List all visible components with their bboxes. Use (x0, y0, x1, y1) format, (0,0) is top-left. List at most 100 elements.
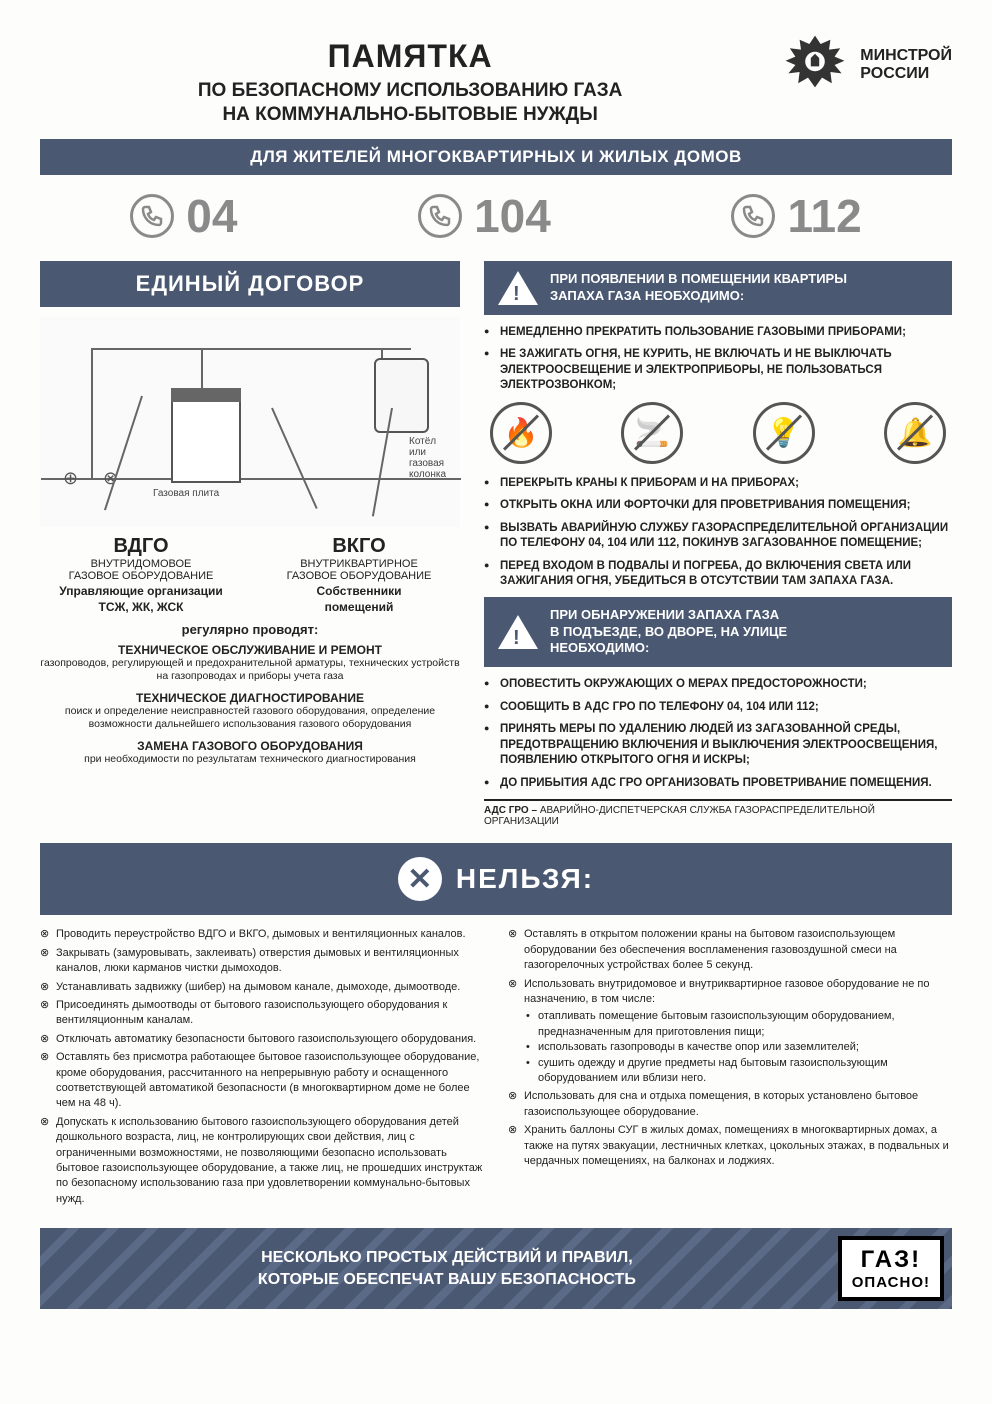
vkgo-owner1: Собственники (258, 584, 460, 598)
service-desc: при необходимости по результатам техниче… (40, 753, 460, 766)
ads-gro-footnote: АДС ГРО – АВАРИЙНО-ДИСПЕТЧЕРСКАЯ СЛУЖБА … (484, 799, 952, 827)
footnote-term: АДС ГРО – (484, 805, 537, 816)
service-title: ЗАМЕНА ГАЗОВОГО ОБОРУДОВАНИЯ (40, 739, 460, 753)
service-block: ТЕХНИЧЕСКОЕ ДИАГНОСТИРОВАНИЕпоиск и опре… (40, 691, 460, 731)
stove-icon (171, 388, 241, 483)
service-block: ЗАМЕНА ГАЗОВОГО ОБОРУДОВАНИЯпри необходи… (40, 739, 460, 766)
service-title: ТЕХНИЧЕСКОЕ ДИАГНОСТИРОВАНИЕ (40, 691, 460, 705)
footer-text: НЕСКОЛЬКО ПРОСТЫХ ДЕЙСТВИЙ И ПРАВИЛ, КОТ… (64, 1231, 830, 1306)
smell-apt-before-list: НЕМЕДЛЕННО ПРЕКРАТИТЬ ПОЛЬЗОВАНИЕ ГАЗОВЫ… (484, 325, 952, 394)
phone-0: 04 (130, 189, 237, 243)
phone-num-2: 112 (787, 189, 861, 243)
service-block: ТЕХНИЧЕСКОЕ ОБСЛУЖИВАНИЕ И РЕМОНТгазопро… (40, 643, 460, 683)
smell-outside-list: ОПОВЕСТИТЬ ОКРУЖАЮЩИХ О МЕРАХ ПРЕДОСТОРО… (484, 677, 952, 791)
forbidden-subitem: отапливать помещение бытовым газоиспольз… (524, 1009, 952, 1040)
phone-num-1: 104 (474, 189, 551, 243)
forbidden-right-col: Оставлять в открытом положении краны на … (508, 927, 952, 1210)
forbidden-banner: ✕ НЕЛЬЗЯ: (40, 843, 952, 915)
col-left: ЕДИНЫЙ ДОГОВОР ⊕ ⊗ Газовая плита Котёл и… (40, 261, 460, 828)
footer-bar: НЕСКОЛЬКО ПРОСТЫХ ДЕЙСТВИЙ И ПРАВИЛ, КОТ… (40, 1228, 952, 1309)
bullet-item: ВЫЗВАТЬ АВАРИЙНУЮ СЛУЖБУ ГАЗОРАСПРЕДЕЛИТ… (484, 521, 952, 552)
phone-icon (130, 194, 174, 238)
vkgo-abbr: ВКГО (258, 535, 460, 558)
header: ПАМЯТКА ПО БЕЗОПАСНОМУ ИСПОЛЬЗОВАНИЮ ГАЗ… (40, 30, 952, 127)
warning-triangle-icon (498, 615, 538, 649)
regularly-label: регулярно проводят: (40, 622, 460, 637)
forbidden-item: Хранить баллоны СУГ в жилых домах, помещ… (508, 1123, 952, 1169)
forbidden-left-list: Проводить переустройство ВДГО и ВКГО, ды… (40, 927, 484, 1207)
forbidden-item: Проводить переустройство ВДГО и ВКГО, ды… (40, 927, 484, 942)
service-desc: поиск и определение неисправностей газов… (40, 705, 460, 731)
footer-line2: КОТОРЫЕ ОБЕСПЕЧАТ ВАШУ БЕЗОПАСНОСТЬ (258, 1271, 636, 1288)
vdgo-full2: ГАЗОВОЕ ОБОРУДОВАНИЕ (40, 570, 242, 582)
service-desc: газопроводов, регулирующей и предохранит… (40, 657, 460, 683)
forbidden-item: Оставлять в открытом положении краны на … (508, 927, 952, 973)
footnote-def: АВАРИЙНО-ДИСПЕТЧЕРСКАЯ СЛУЖБА ГАЗОРАСПРЕ… (484, 805, 875, 827)
subtitle-line2: НА КОММУНАЛЬНО-БЫТОВЫЕ НУЖДЫ (222, 104, 597, 125)
service-title: ТЕХНИЧЕСКОЕ ОБСЛУЖИВАНИЕ И РЕМОНТ (40, 643, 460, 657)
smell-apt-line1: ПРИ ПОЯВЛЕНИИ В ПОМЕЩЕНИИ КВАРТИРЫ (550, 271, 847, 286)
forbidden-item: Закрывать (замуровывать, заклеивать) отв… (40, 946, 484, 977)
smell-out-line2: В ПОДЪЕЗДЕ, ВО ДВОРЕ, НА УЛИЦЕ (550, 624, 787, 639)
boiler-label: Котёл или газовая колонка (409, 436, 459, 480)
bullet-item: ПЕРЕКРЫТЬ КРАНЫ К ПРИБОРАМ И НА ПРИБОРАХ… (484, 476, 952, 492)
title-block: ПАМЯТКА ПО БЕЗОПАСНОМУ ИСПОЛЬЗОВАНИЮ ГАЗ… (40, 30, 780, 127)
col-right: ПРИ ПОЯВЛЕНИИ В ПОМЕЩЕНИИ КВАРТИРЫ ЗАПАХ… (484, 261, 952, 828)
smell-apt-after-list: ПЕРЕКРЫТЬ КРАНЫ К ПРИБОРАМ И НА ПРИБОРАХ… (484, 476, 952, 590)
contract-title: ЕДИНЫЙ ДОГОВОР (40, 261, 460, 307)
org-line1: МИНСТРОЙ (860, 47, 952, 65)
emblem-block: МИНСТРОЙ РОССИИ (780, 30, 952, 100)
bullet-item: ОТКРЫТЬ ОКНА ИЛИ ФОРТОЧКИ ДЛЯ ПРОВЕТРИВА… (484, 498, 952, 514)
no-bell-icon: 🔔 (884, 402, 946, 464)
bullet-item: ОПОВЕСТИТЬ ОКРУЖАЮЩИХ О МЕРАХ ПРЕДОСТОРО… (484, 677, 952, 693)
smell-outside-heading: ПРИ ОБНАРУЖЕНИИ ЗАПАХА ГАЗА В ПОДЪЕЗДЕ, … (484, 597, 952, 668)
org-line2: РОССИИ (860, 65, 952, 83)
boiler-icon (374, 358, 429, 433)
page: ПАМЯТКА ПО БЕЗОПАСНОМУ ИСПОЛЬЗОВАНИЮ ГАЗ… (0, 0, 992, 1404)
gas-diagram: ⊕ ⊗ Газовая плита Котёл или газовая коло… (40, 317, 460, 527)
forbidden-sublist: отапливать помещение бытовым газоиспольз… (524, 1009, 952, 1086)
phone-icon (731, 194, 775, 238)
smell-apartment-heading: ПРИ ПОЯВЛЕНИИ В ПОМЕЩЕНИИ КВАРТИРЫ ЗАПАХ… (484, 261, 952, 315)
bullet-item: ПРИНЯТЬ МЕРЫ ПО УДАЛЕНИЮ ЛЮДЕЙ ИЗ ЗАГАЗО… (484, 722, 952, 769)
prohibition-icons-row: 🔥 🚬 💡 🔔 (484, 402, 952, 464)
vkgo-col: ВКГО ВНУТРИКВАРТИРНОЕ ГАЗОВОЕ ОБОРУДОВАН… (258, 535, 460, 614)
vkgo-full2: ГАЗОВОЕ ОБОРУДОВАНИЕ (258, 570, 460, 582)
stamp-bot: ОПАСНО! (852, 1274, 930, 1291)
warning-triangle-icon (498, 271, 538, 305)
forbidden-subitem: использовать газопроводы в качестве опор… (524, 1040, 952, 1055)
gas-danger-stamp: ГАЗ! ОПАСНО! (838, 1236, 944, 1301)
phone-2: 112 (731, 189, 861, 243)
services-list: ТЕХНИЧЕСКОЕ ОБСЛУЖИВАНИЕ И РЕМОНТгазопро… (40, 643, 460, 767)
no-smoking-icon: 🚬 (621, 402, 683, 464)
forbidden-text: НЕЛЬЗЯ: (456, 863, 594, 895)
smell-out-line3: НЕОБХОДИМО: (550, 640, 649, 655)
vdgo-col: ВДГО ВНУТРИДОМОВОЕ ГАЗОВОЕ ОБОРУДОВАНИЕ … (40, 535, 242, 614)
phone-num-0: 04 (186, 189, 237, 243)
footer-line1: НЕСКОЛЬКО ПРОСТЫХ ДЕЙСТВИЙ И ПРАВИЛ, (261, 1249, 633, 1266)
vkgo-owner2: помещений (258, 600, 460, 614)
stamp-top: ГАЗ! (852, 1246, 930, 1274)
forbidden-left-col: Проводить переустройство ВДГО и ВКГО, ды… (40, 927, 484, 1210)
smell-out-line1: ПРИ ОБНАРУЖЕНИИ ЗАПАХА ГАЗА (550, 607, 779, 622)
forbidden-two-col: Проводить переустройство ВДГО и ВКГО, ды… (40, 927, 952, 1210)
bullet-item: ДО ПРИБЫТИЯ АДС ГРО ОРГАНИЗОВАТЬ ПРОВЕТР… (484, 776, 952, 792)
valve-icon: ⊕ (63, 468, 78, 489)
no-light-icon: 💡 (753, 402, 815, 464)
bullet-item: СООБЩИТЬ В АДС ГРО ПО ТЕЛЕФОНУ 04, 104 И… (484, 700, 952, 716)
x-circle-icon: ✕ (398, 857, 442, 901)
forbidden-item: Отключать автоматику безопасности бытово… (40, 1032, 484, 1047)
main-title: ПАМЯТКА (40, 38, 780, 75)
main-two-col: ЕДИНЫЙ ДОГОВОР ⊕ ⊗ Газовая плита Котёл и… (40, 261, 952, 828)
phones-row: 04 104 112 (40, 189, 952, 243)
bullet-item: ПЕРЕД ВХОДОМ В ПОДВАЛЫ И ПОГРЕБА, ДО ВКЛ… (484, 559, 952, 590)
forbidden-subitem: сушить одежду и другие предметы над быто… (524, 1056, 952, 1087)
bullet-item: НЕ ЗАЖИГАТЬ ОГНЯ, НЕ КУРИТЬ, НЕ ВКЛЮЧАТЬ… (484, 347, 952, 394)
stove-label: Газовая плита (153, 488, 219, 499)
smell-apt-line2: ЗАПАХА ГАЗА НЕОБХОДИМО: (550, 288, 744, 303)
forbidden-right-list: Оставлять в открытом положении краны на … (508, 927, 952, 1169)
forbidden-item: Использовать внутридомовое и внутрикварт… (508, 977, 952, 1087)
forbidden-item: Оставлять без присмотра работающее бытов… (40, 1050, 484, 1112)
no-flame-icon: 🔥 (490, 402, 552, 464)
vdgo-owner2: ТСЖ, ЖК, ЖСК (40, 600, 242, 614)
